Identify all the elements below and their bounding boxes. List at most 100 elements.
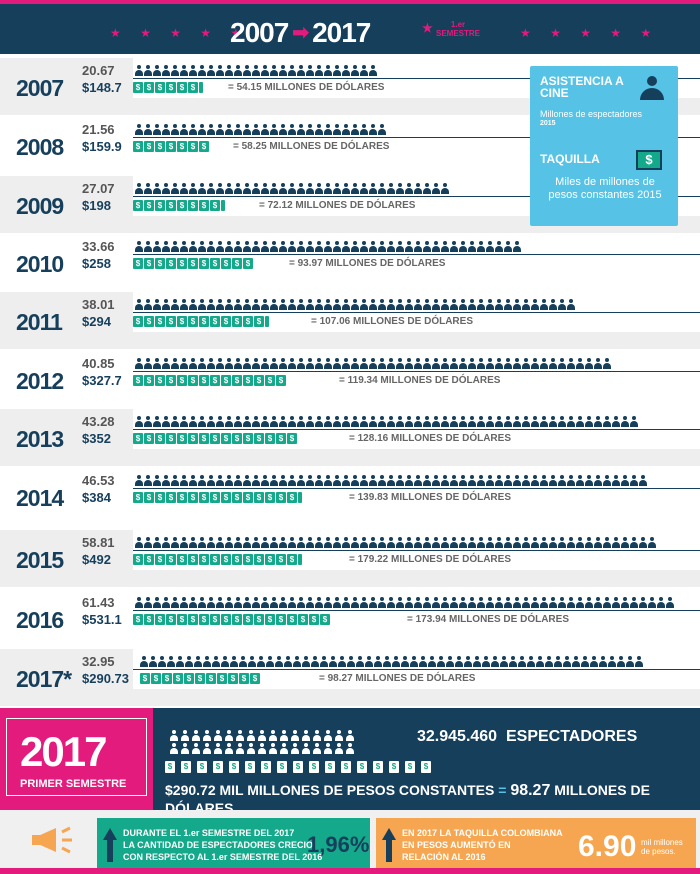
person-icon: [540, 358, 548, 369]
person-icon: [387, 358, 395, 369]
growth-line-1: DURANTE EL 1.er SEMESTRE DEL 2017: [123, 828, 295, 838]
person-icon: [486, 299, 494, 310]
person-icon: [374, 656, 382, 667]
growth-line-2: LA CANTIDAD DE ESPECTADORES CRECIÓ: [123, 840, 314, 850]
person-icon: [342, 241, 350, 252]
dollar-bill-icon: $: [254, 492, 264, 503]
person-icon: [216, 183, 224, 194]
dollar-bill-icon: $: [133, 554, 143, 565]
person-icon: [360, 241, 368, 252]
dollar-bill-icon: $: [197, 761, 207, 773]
row-year: 2007: [16, 75, 64, 101]
dollar-bill-icon: $: [243, 614, 253, 625]
row-bill-icons: $ $ $ $ $ $ $ $ $ $ $ $ $ $ $ $ $ $: [133, 614, 330, 626]
person-icon: [261, 475, 269, 486]
person-icon: [144, 299, 152, 310]
row-baseline: [133, 488, 700, 489]
dollar-bill-icon: $: [265, 433, 275, 444]
person-icon: [153, 183, 161, 194]
person-icon: [203, 656, 211, 667]
person-icon: [333, 65, 341, 76]
summary-panel: 2017 PRIMER SEMESTRE 32.945.460 ESPECTAD…: [0, 708, 700, 816]
dollar-bill-icon: $: [232, 258, 242, 269]
person-icon: [558, 299, 566, 310]
year-row: 2016 61.43 $531.1 $ $ $ $ $ $ $ $ $ $ $ $ $ $ $ $ $ $ = 173.9…: [0, 590, 700, 647]
person-icon: [324, 475, 332, 486]
person-icon: [252, 597, 260, 608]
person-icon: [486, 537, 494, 548]
summary-year-block: 2017 PRIMER SEMESTRE: [0, 708, 153, 810]
person-icon: [234, 597, 242, 608]
dollar-bill-icon: $: [144, 433, 154, 444]
person-icon: [216, 416, 224, 427]
legend-box-sub: Miles de millones de pesos constantes 20…: [548, 176, 662, 201]
person-icon: [170, 743, 178, 754]
person-icon: [365, 656, 373, 667]
person-icon: [221, 656, 229, 667]
row-bill-icons: $ $ $ $ $ $ $: [133, 141, 209, 153]
person-icon: [207, 475, 215, 486]
person-icon: [360, 597, 368, 608]
dollar-bill-icon: $: [221, 492, 231, 503]
person-icon: [360, 65, 368, 76]
person-icon: [261, 299, 269, 310]
person-icon: [378, 358, 386, 369]
person-icon: [531, 416, 539, 427]
row-people-icons: [135, 537, 656, 549]
person-icon: [313, 743, 321, 754]
dollar-bill-icon: $: [133, 375, 143, 386]
person-icon: [432, 183, 440, 194]
person-icon: [369, 299, 377, 310]
person-icon: [509, 656, 517, 667]
person-icon: [176, 656, 184, 667]
spectators-label: ESPECTADORES: [505, 728, 638, 745]
person-icon: [369, 65, 377, 76]
person-icon: [189, 124, 197, 135]
arrow-up-icon: [103, 828, 117, 862]
stars-right: ★ ★ ★ ★ ★: [520, 26, 660, 40]
person-icon: [234, 183, 242, 194]
row-year: 2016: [16, 607, 64, 633]
person-icon: [335, 743, 343, 754]
person-icon: [338, 656, 346, 667]
dollar-bill-icon: $: [177, 141, 187, 152]
person-icon: [630, 416, 638, 427]
row-year: 2014: [16, 485, 64, 511]
person-icon: [522, 416, 530, 427]
dollar-bill-icon: $: [276, 492, 286, 503]
dollar-bill-icon: $: [199, 316, 209, 327]
person-icon: [216, 65, 224, 76]
person-icon: [306, 241, 314, 252]
person-icon: [261, 597, 269, 608]
person-icon: [360, 475, 368, 486]
person-icon: [225, 730, 233, 741]
person-icon: [192, 730, 200, 741]
person-icon: [297, 358, 305, 369]
person-icon: [378, 416, 386, 427]
person-icon: [279, 597, 287, 608]
dollar-bill-icon: $: [243, 554, 253, 565]
person-icon: [477, 537, 485, 548]
person-icon: [378, 597, 386, 608]
dollar-bill-icon: $: [210, 614, 220, 625]
person-icon: [405, 597, 413, 608]
row-baseline: [133, 254, 700, 255]
dollar-bill-icon: $: [155, 375, 165, 386]
person-icon: [423, 358, 431, 369]
person-icon: [288, 299, 296, 310]
dollar-bill-icon: $: [144, 141, 154, 152]
person-icon: [198, 183, 206, 194]
dollar-bill-icon: $: [177, 554, 187, 565]
dollar-bill-icon: $: [162, 673, 172, 684]
dollar-bill-icon: $: [199, 554, 209, 565]
person-icon: [135, 299, 143, 310]
dollar-bill-icon: $: [210, 375, 220, 386]
person-icon: [405, 358, 413, 369]
dollar-bill-icon: $: [144, 492, 154, 503]
person-icon: [360, 299, 368, 310]
person-icon: [135, 124, 143, 135]
box-office-callout: EN 2017 LA TAQUILLA COLOMBIANA EN PESOS …: [376, 818, 696, 872]
person-icon: [279, 65, 287, 76]
person-icon: [396, 241, 404, 252]
person-icon: [518, 656, 526, 667]
